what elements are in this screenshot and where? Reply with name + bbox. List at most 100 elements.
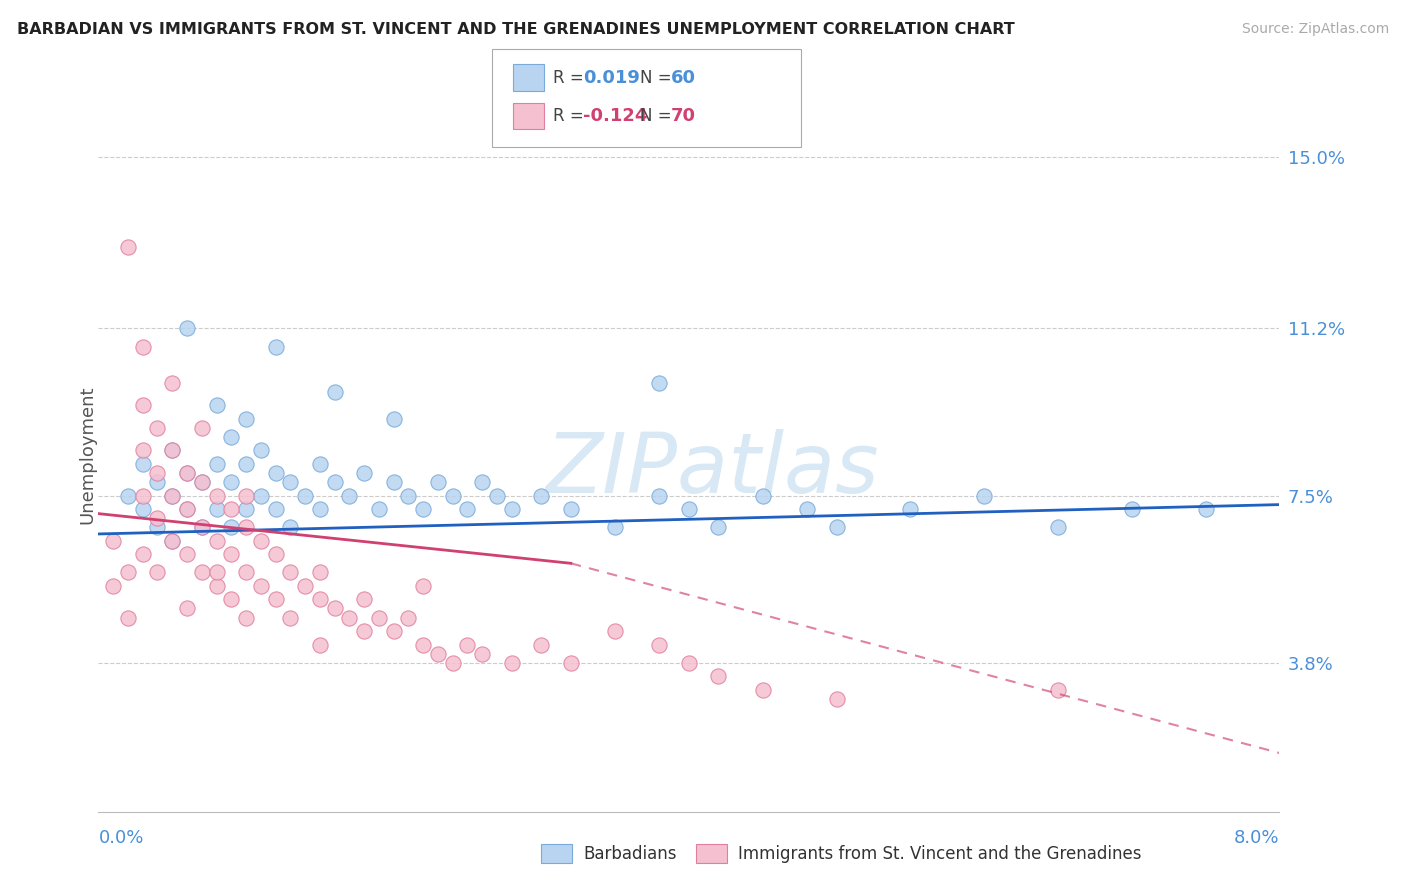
Point bbox=[264, 339, 287, 353]
Point bbox=[678, 656, 700, 670]
Point bbox=[426, 475, 449, 489]
Point bbox=[191, 520, 214, 534]
Point bbox=[707, 520, 730, 534]
Point bbox=[278, 475, 302, 489]
Point bbox=[132, 398, 155, 412]
Text: R =: R = bbox=[553, 107, 589, 125]
Point bbox=[117, 566, 139, 580]
Point bbox=[825, 520, 848, 534]
Point bbox=[308, 502, 332, 516]
Point bbox=[308, 592, 332, 607]
Point bbox=[132, 502, 155, 516]
Point bbox=[235, 566, 257, 580]
Point bbox=[485, 489, 508, 503]
Point bbox=[176, 466, 198, 480]
Point bbox=[117, 240, 139, 254]
Point bbox=[191, 566, 214, 580]
Point bbox=[235, 502, 257, 516]
Point bbox=[205, 502, 228, 516]
Point bbox=[146, 520, 169, 534]
Point bbox=[264, 592, 287, 607]
Point bbox=[191, 520, 214, 534]
Point bbox=[278, 520, 302, 534]
Point bbox=[176, 321, 198, 335]
Point bbox=[191, 475, 214, 489]
Point bbox=[396, 489, 419, 503]
Point bbox=[162, 533, 183, 548]
Point bbox=[323, 601, 346, 615]
Point bbox=[900, 502, 922, 516]
Point bbox=[191, 475, 214, 489]
Point bbox=[382, 411, 405, 425]
Point bbox=[205, 489, 228, 503]
Point bbox=[219, 547, 242, 561]
Point bbox=[219, 592, 242, 607]
Point bbox=[219, 475, 242, 489]
Point bbox=[396, 610, 419, 624]
Point bbox=[382, 624, 405, 638]
Point bbox=[412, 579, 434, 593]
Point bbox=[751, 489, 773, 503]
Point bbox=[278, 566, 302, 580]
Point bbox=[103, 579, 125, 593]
Point bbox=[250, 579, 273, 593]
Point bbox=[605, 520, 627, 534]
Point bbox=[219, 502, 242, 516]
Point bbox=[235, 520, 257, 534]
Point bbox=[367, 502, 389, 516]
Point bbox=[146, 566, 169, 580]
Text: ZIPatlas: ZIPatlas bbox=[546, 429, 879, 509]
Point bbox=[205, 398, 228, 412]
Point bbox=[501, 656, 523, 670]
Point bbox=[648, 638, 671, 652]
Point bbox=[456, 502, 478, 516]
Point bbox=[648, 489, 671, 503]
Text: -0.124: -0.124 bbox=[583, 107, 648, 125]
Point bbox=[973, 489, 995, 503]
Point bbox=[353, 592, 375, 607]
Point bbox=[1194, 502, 1216, 516]
Point bbox=[308, 638, 332, 652]
Point bbox=[205, 457, 228, 471]
Text: R =: R = bbox=[553, 69, 589, 87]
Point bbox=[132, 443, 155, 458]
Point bbox=[176, 601, 198, 615]
Point bbox=[426, 647, 449, 661]
Point bbox=[412, 502, 434, 516]
Point bbox=[205, 533, 228, 548]
Y-axis label: Unemployment: Unemployment bbox=[79, 385, 96, 524]
Point bbox=[117, 610, 139, 624]
Point bbox=[337, 489, 360, 503]
Point bbox=[353, 624, 375, 638]
Point bbox=[162, 376, 183, 390]
Point bbox=[471, 475, 494, 489]
Point bbox=[1121, 502, 1143, 516]
Point bbox=[176, 466, 198, 480]
Point bbox=[501, 502, 523, 516]
Point bbox=[294, 489, 316, 503]
Point bbox=[707, 669, 730, 683]
Point bbox=[162, 443, 183, 458]
Point bbox=[103, 533, 125, 548]
Point bbox=[235, 411, 257, 425]
Text: 60: 60 bbox=[671, 69, 696, 87]
Text: 70: 70 bbox=[671, 107, 696, 125]
Point bbox=[648, 376, 671, 390]
Point bbox=[176, 547, 198, 561]
Point bbox=[337, 610, 360, 624]
Point bbox=[605, 624, 627, 638]
Point bbox=[146, 475, 169, 489]
Point bbox=[162, 533, 183, 548]
Point bbox=[162, 489, 183, 503]
Point bbox=[1046, 520, 1069, 534]
Point bbox=[162, 443, 183, 458]
Point bbox=[146, 466, 169, 480]
Point bbox=[235, 489, 257, 503]
Point bbox=[146, 511, 169, 525]
Text: Source: ZipAtlas.com: Source: ZipAtlas.com bbox=[1241, 22, 1389, 37]
Point bbox=[560, 502, 582, 516]
Point bbox=[308, 566, 332, 580]
Text: BARBADIAN VS IMMIGRANTS FROM ST. VINCENT AND THE GRENADINES UNEMPLOYMENT CORRELA: BARBADIAN VS IMMIGRANTS FROM ST. VINCENT… bbox=[17, 22, 1015, 37]
Point bbox=[323, 384, 346, 399]
Point bbox=[560, 656, 582, 670]
